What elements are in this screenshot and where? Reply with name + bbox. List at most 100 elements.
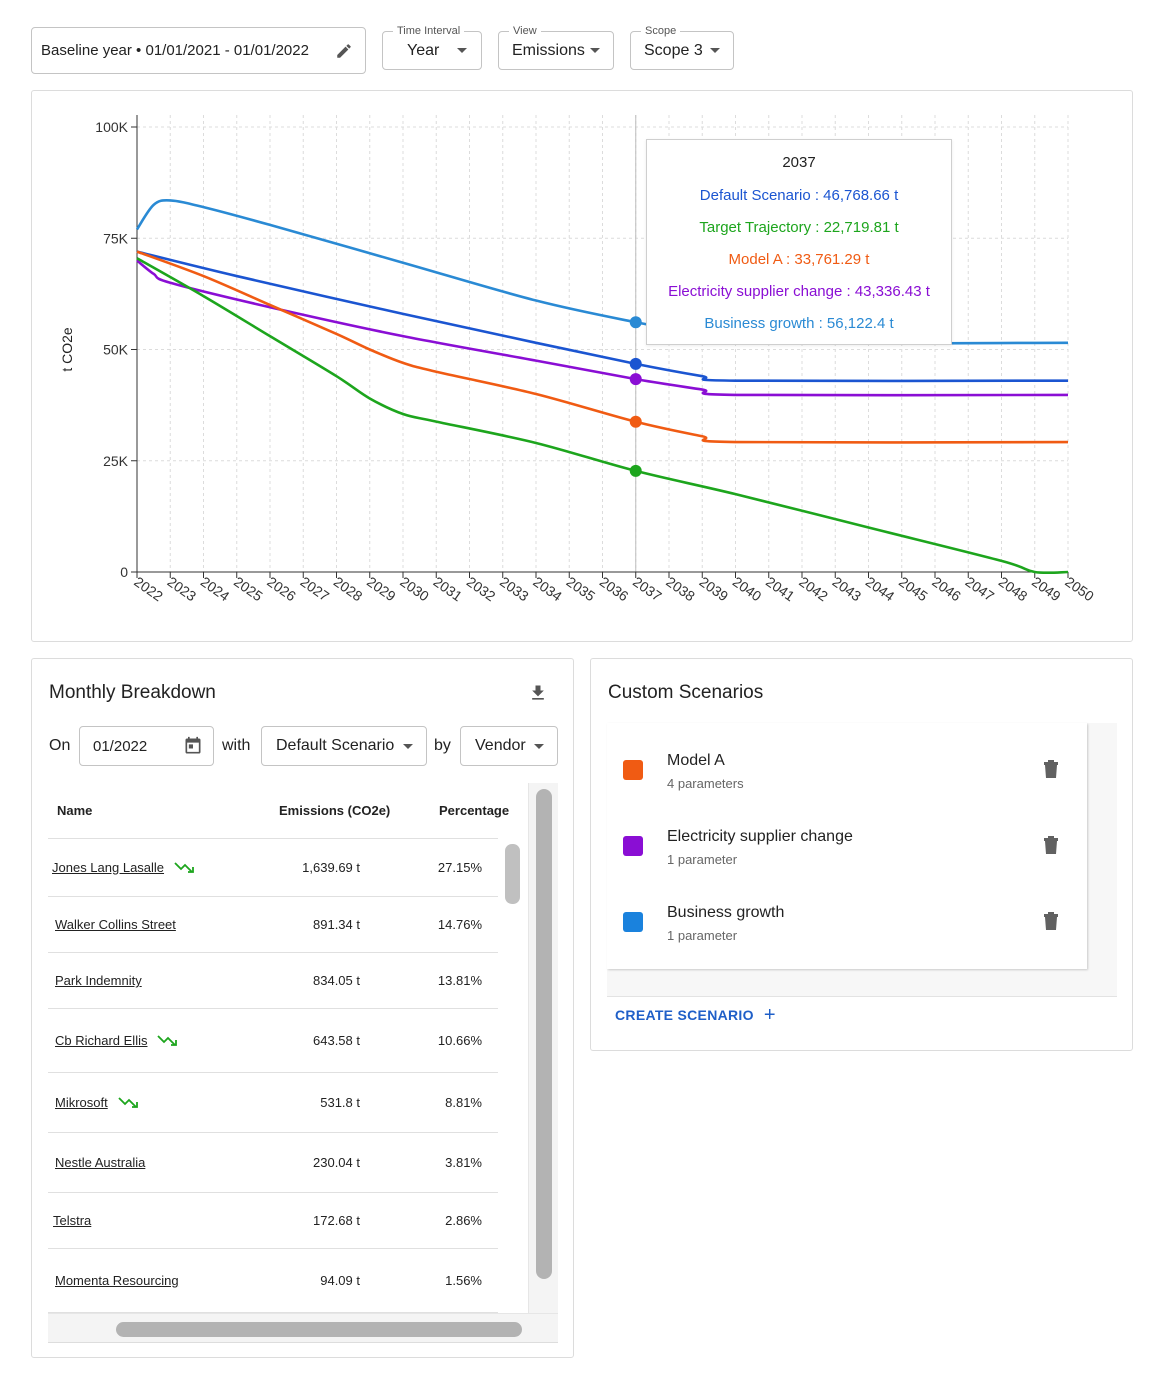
- tooltip-business-growth: Business growth : 56,122.4 t: [704, 315, 894, 332]
- vendor-name-link[interactable]: Park Indemnity: [55, 973, 142, 988]
- view-label: View: [509, 24, 541, 38]
- trash-icon[interactable]: [1043, 759, 1059, 779]
- table-row[interactable]: Telstra 172.68 t 2.86%: [48, 1193, 498, 1249]
- x-tick-label: 2022: [131, 573, 166, 604]
- horizontal-scrollbar-thumb[interactable]: [116, 1322, 522, 1337]
- monthly-breakdown-title: Monthly Breakdown: [49, 682, 216, 703]
- trending-down-icon: [157, 1034, 178, 1046]
- emissions-value: 94.09 t: [320, 1273, 360, 1288]
- vendor-name[interactable]: Cb Richard Ellis: [55, 1033, 148, 1048]
- scenario-color-swatch: [623, 836, 643, 856]
- with-label: with: [222, 737, 251, 754]
- vendor-name-link[interactable]: Nestle Australia: [55, 1155, 145, 1170]
- x-tick-label: 2049: [1029, 573, 1064, 604]
- scope-select[interactable]: Scope Scope 3: [630, 24, 734, 70]
- emissions-value: 643.58 t: [313, 1033, 360, 1048]
- vendor-name[interactable]: Walker Collins Street: [55, 917, 176, 932]
- table-row[interactable]: Jones Lang Lasalle 1,639.69 t 27.15%: [48, 839, 498, 897]
- x-tick-label: 2035: [564, 573, 599, 604]
- x-tick-label: 2031: [431, 573, 466, 604]
- series-line-electricity-supplier-change[interactable]: [136, 259, 1069, 397]
- x-tick-label: 2032: [464, 573, 499, 604]
- percentage-value: 1.56%: [445, 1273, 482, 1288]
- vendor-name[interactable]: Park Indemnity: [55, 973, 142, 988]
- trending-down-icon: [174, 861, 194, 873]
- y-tick-label: 50K: [103, 342, 129, 358]
- y-tick-label: 0: [120, 564, 128, 580]
- hover-point-default-scenario: [629, 357, 642, 370]
- trash-icon[interactable]: [1043, 911, 1059, 931]
- series-line-model-a[interactable]: [136, 250, 1069, 444]
- x-tick-label: 2037: [630, 573, 665, 604]
- calendar-icon[interactable]: [183, 736, 203, 756]
- x-tick-label: 2050: [1062, 573, 1097, 604]
- time-interval-value: Year: [407, 41, 440, 59]
- vendor-name-link[interactable]: Momenta Resourcing: [55, 1273, 179, 1288]
- percentage-value: 27.15%: [437, 860, 482, 875]
- scenario-select[interactable]: Default Scenario: [261, 726, 427, 766]
- y-tick-label: 100K: [95, 119, 128, 135]
- scenario-color-swatch: [623, 760, 643, 780]
- horizontal-scrollbar-track[interactable]: [48, 1313, 558, 1342]
- inner-scrollbar-thumb[interactable]: [505, 844, 520, 904]
- x-tick-label: 2027: [298, 573, 333, 604]
- tooltip-target-trajectory: Target Trajectory : 22,719.81 t: [699, 219, 899, 236]
- scenario-item-electricity-supplier-change[interactable]: Electricity supplier change 1 parameter: [607, 819, 1087, 895]
- tooltip-default-scenario: Default Scenario : 46,768.66 t: [699, 187, 899, 204]
- scenario-item-business-growth[interactable]: Business growth 1 parameter: [607, 895, 1087, 971]
- percentage-value: 10.66%: [437, 1033, 482, 1048]
- baseline-year-field[interactable]: Baseline year • 01/01/2021 - 01/01/2022: [31, 27, 366, 74]
- date-picker-field[interactable]: 01/2022: [79, 726, 214, 766]
- table-row[interactable]: Momenta Resourcing 94.09 t 1.56%: [48, 1249, 498, 1313]
- vendor-name-link[interactable]: Mikrosoft: [55, 1095, 140, 1110]
- x-tick-label: 2030: [397, 573, 432, 604]
- scenario-item-model-a[interactable]: Model A 4 parameters: [607, 743, 1087, 819]
- table-row[interactable]: Mikrosoft 531.8 t 8.81%: [48, 1073, 498, 1133]
- view-select[interactable]: View Emissions: [498, 24, 614, 70]
- vertical-scrollbar-thumb[interactable]: [536, 789, 552, 1279]
- percentage-value: 13.81%: [437, 973, 482, 988]
- vendor-name[interactable]: Momenta Resourcing: [55, 1273, 179, 1288]
- hover-point-target-trajectory: [629, 464, 642, 477]
- vendor-name[interactable]: Nestle Australia: [55, 1155, 146, 1170]
- x-tick-label: 2039: [697, 573, 732, 604]
- scenario-name: Business growth: [667, 904, 785, 921]
- scope-value: Scope 3: [644, 41, 703, 59]
- baseline-year-text: Baseline year • 01/01/2021 - 01/01/2022: [41, 42, 309, 59]
- table-row[interactable]: Nestle Australia 230.04 t 3.81%: [48, 1133, 498, 1193]
- edit-pencil-icon[interactable]: [335, 42, 353, 60]
- column-header-emissions[interactable]: Emissions (CO2e): [279, 803, 391, 818]
- vendor-name-link[interactable]: Telstra: [53, 1213, 91, 1228]
- vendor-name[interactable]: Mikrosoft: [55, 1095, 108, 1110]
- vendor-name-link[interactable]: Walker Collins Street: [55, 917, 176, 932]
- vendor-name[interactable]: Jones Lang Lasalle: [52, 860, 165, 875]
- vendor-name-link[interactable]: Jones Lang Lasalle: [52, 860, 196, 875]
- y-tick-label: 75K: [103, 230, 129, 246]
- x-tick-label: 2026: [264, 573, 299, 604]
- emissions-line-chart[interactable]: 025K50K75K100K20222023202420252026202720…: [32, 91, 1132, 641]
- series-line-target-trajectory[interactable]: [136, 257, 1069, 575]
- custom-scenarios-panel: Custom Scenarios Model A 4 parameters El…: [590, 658, 1133, 1051]
- time-interval-select[interactable]: Time Interval Year: [382, 24, 482, 70]
- chevron-down-icon: [710, 48, 720, 53]
- scope-label: Scope: [641, 24, 681, 38]
- header-divider: [48, 838, 498, 839]
- vendor-name[interactable]: Telstra: [53, 1213, 92, 1228]
- create-scenario-button[interactable]: CREATE SCENARIO +: [615, 1005, 776, 1025]
- scenario-params: 1 parameter: [667, 852, 738, 867]
- group-by-select[interactable]: Vendor: [460, 726, 558, 766]
- vendor-name-link[interactable]: Cb Richard Ellis: [55, 1033, 179, 1048]
- download-icon[interactable]: [528, 683, 548, 703]
- series-line-default-scenario[interactable]: [136, 250, 1069, 383]
- table-row[interactable]: Cb Richard Ellis 643.58 t 10.66%: [48, 1009, 498, 1073]
- table-row[interactable]: Walker Collins Street 891.34 t 14.76%: [48, 897, 498, 953]
- vertical-scrollbar-track[interactable]: [528, 783, 558, 1313]
- tooltip-model-a: Model A : 33,761.29 t: [728, 251, 870, 268]
- trash-icon[interactable]: [1043, 835, 1059, 855]
- column-header-percentage[interactable]: Percentage: [439, 803, 510, 818]
- table-row[interactable]: Park Indemnity 834.05 t 13.81%: [48, 953, 498, 1009]
- hover-point-business-growth: [629, 316, 642, 329]
- x-tick-label: 2043: [830, 573, 865, 604]
- create-scenario-label: CREATE SCENARIO: [615, 1007, 754, 1023]
- column-header-name[interactable]: Name: [57, 803, 93, 818]
